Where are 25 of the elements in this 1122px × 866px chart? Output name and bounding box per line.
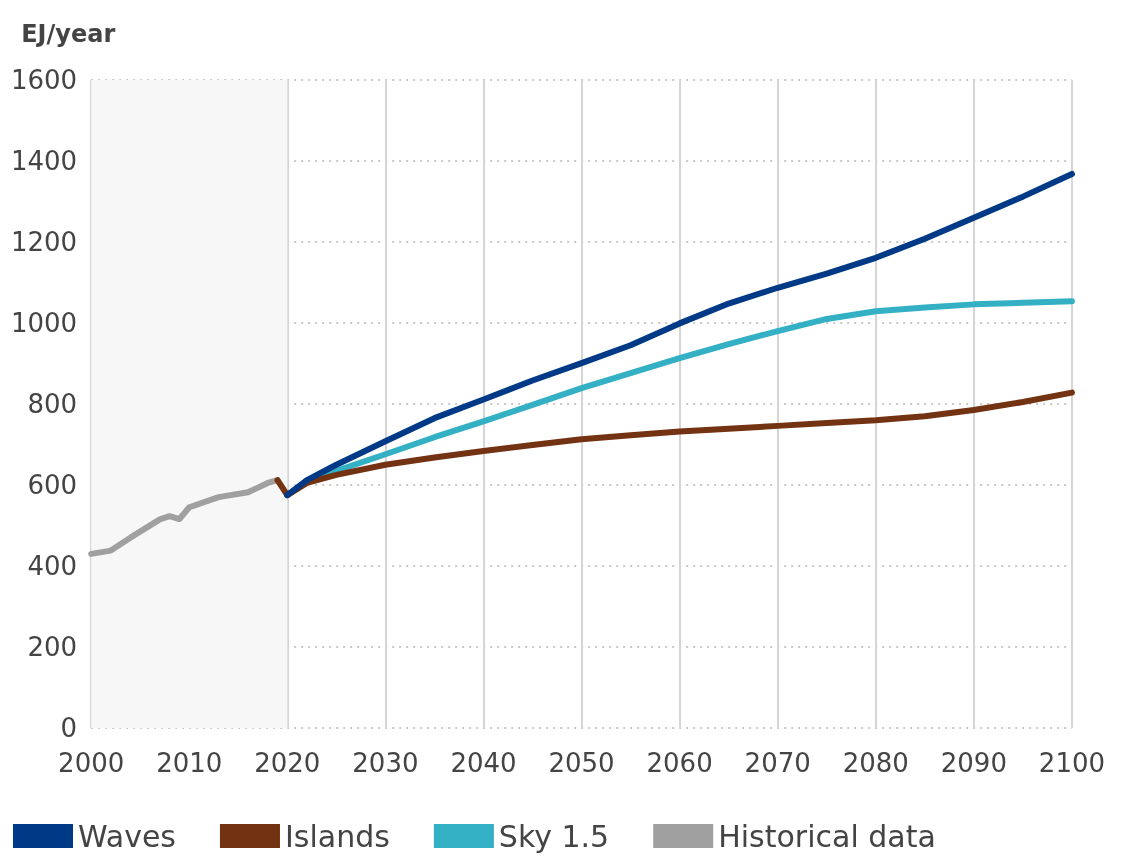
- y-tick-label: 1000: [11, 308, 78, 338]
- y-tick-label: 1200: [11, 227, 78, 257]
- x-tick-label: 2050: [548, 748, 615, 778]
- y-tick-label: 600: [27, 470, 78, 500]
- x-tick-label: 2010: [156, 748, 223, 778]
- x-tick-label: 2000: [58, 748, 125, 778]
- legend-label: Sky 1.5: [498, 818, 610, 854]
- x-tick-label: 2040: [450, 748, 517, 778]
- legend-label: Historical data: [718, 818, 936, 854]
- x-tick-label: 2030: [352, 748, 419, 778]
- y-tick-label: 0: [60, 713, 78, 743]
- x-tick-label: 2070: [744, 748, 811, 778]
- x-tick-label: 2020: [254, 748, 321, 778]
- x-tick-label: 2090: [940, 748, 1007, 778]
- y-tick-label: 800: [27, 389, 78, 419]
- y-axis-title: EJ/year: [21, 20, 116, 48]
- x-tick-label: 2100: [1038, 748, 1105, 778]
- y-tick-label: 200: [27, 632, 78, 662]
- x-tick-label: 2080: [842, 748, 909, 778]
- y-tick-label: 1600: [11, 65, 78, 95]
- legend-label: Islands: [284, 818, 390, 854]
- y-tick-label: 1400: [11, 146, 78, 176]
- legend-label: Waves: [78, 818, 176, 854]
- y-tick-label: 400: [27, 551, 78, 581]
- x-tick-label: 2060: [646, 748, 713, 778]
